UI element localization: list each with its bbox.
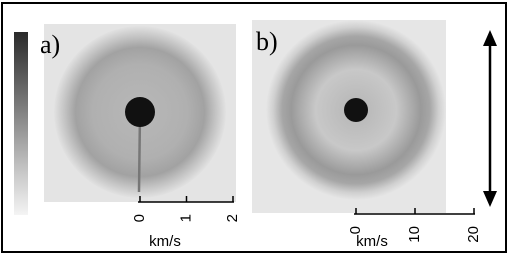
scale-unit: km/s [149,233,181,250]
image-b-center [344,98,368,122]
scale-tick-label: 10 [406,226,423,243]
figure: a) b) 012km/s01020km/s [0,0,509,255]
panel-label: b) [256,27,278,56]
scale-tick-label: 0 [131,214,148,222]
panel-label: a) [40,30,60,59]
scale-tick-label: 20 [465,226,482,243]
scale-tick-label: 1 [177,214,194,222]
scale-unit: km/s [356,233,388,250]
colorbar [14,32,28,215]
image-a-center [125,97,155,127]
scale-tick-label: 2 [224,214,241,222]
double-arrow [483,30,497,207]
